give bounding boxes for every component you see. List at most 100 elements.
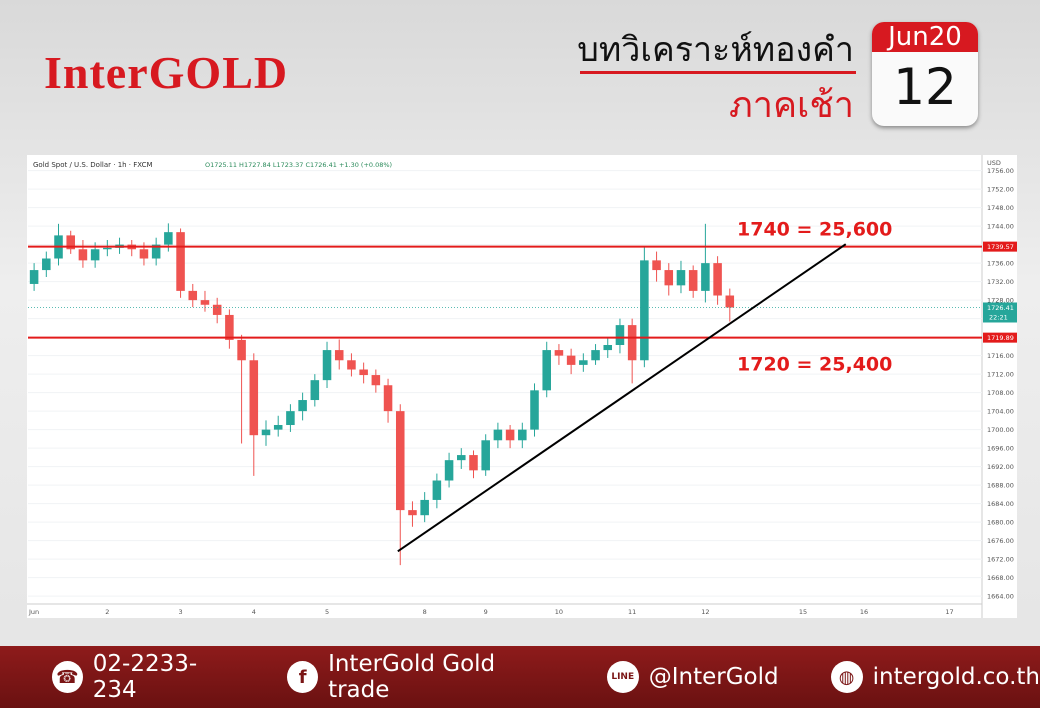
facebook: InterGold Gold trade <box>328 651 496 703</box>
brand: InterGOLD <box>44 47 289 98</box>
candle-body <box>176 232 185 291</box>
candle-body <box>273 425 283 430</box>
y-tick-label: 1704.00 <box>987 408 1014 416</box>
candle-body <box>615 325 625 345</box>
candle-body <box>383 385 393 412</box>
candle-body <box>408 510 417 516</box>
candle-body <box>627 325 637 361</box>
candle-body <box>579 360 588 365</box>
y-tick-label: 1668.00 <box>987 574 1014 582</box>
candle-body <box>395 411 405 511</box>
last-price-label: 1726.41 <box>987 304 1014 312</box>
candle-body <box>371 375 381 386</box>
y-tick-label: 1692.00 <box>987 463 1014 471</box>
candle-body <box>237 339 246 361</box>
icon: f <box>287 661 319 693</box>
candle-body <box>676 270 686 286</box>
candle-body <box>591 350 600 361</box>
candle-body <box>298 400 307 412</box>
currency: USD <box>987 159 1001 167</box>
candle-body <box>640 260 649 361</box>
candle-body <box>334 350 344 361</box>
level-annotation: 1720 = 25,400 <box>737 354 892 376</box>
x-tick-label: Jun <box>28 608 39 616</box>
level-annotation: 1740 = 25,600 <box>737 219 892 241</box>
candle-body <box>164 232 173 245</box>
x-tick-label: 15 <box>799 608 807 616</box>
y-tick-label: 1748.00 <box>987 204 1014 212</box>
candle-body <box>530 390 539 430</box>
x-tick-label: 3 <box>178 608 182 616</box>
candle-body <box>200 300 210 305</box>
footer-line: LINE @InterGold <box>606 661 779 693</box>
candle-body <box>603 345 613 351</box>
y-tick-label: 1708.00 <box>987 389 1014 397</box>
x-tick-label: 17 <box>945 608 953 616</box>
y-tick-label: 1712.00 <box>987 371 1014 379</box>
y-tick-label: 1752.00 <box>987 186 1014 194</box>
chart: Gold Spot / U.S. Dollar · 1h · FXCM O172… <box>27 155 1017 618</box>
y-tick-label: 1688.00 <box>987 482 1014 490</box>
level-label: 1739.57 <box>987 243 1014 251</box>
icon: ◍ <box>830 661 863 693</box>
candle-body <box>286 411 295 426</box>
y-tick-label: 1672.00 <box>987 556 1014 564</box>
x-tick-label: 12 <box>701 608 709 616</box>
last-price-box <box>983 302 1017 323</box>
countdown: 22:21 <box>989 313 1008 321</box>
candle-body <box>78 249 88 261</box>
trendline <box>397 243 847 553</box>
candle-body <box>542 350 551 391</box>
candle-body <box>66 235 75 250</box>
x-tick-label: 11 <box>628 608 636 616</box>
candle-body <box>42 258 51 271</box>
ohlc-summary: O1725.11 H1727.84 L1723.37 C1726.41 +1.3… <box>205 161 392 169</box>
y-tick-label: 1736.00 <box>987 260 1014 268</box>
x-tick-label: 2 <box>105 608 109 616</box>
y-tick-label: 1728.00 <box>987 297 1014 305</box>
underline <box>580 71 856 74</box>
y-tick-label: 1680.00 <box>987 519 1014 527</box>
icon: LINE <box>606 661 639 693</box>
calendar-day: 12 <box>893 58 957 116</box>
footer-phone: ☎ 02-2233-234 <box>52 651 235 703</box>
candle-body <box>261 429 271 436</box>
x-tick-label: 8 <box>423 608 427 616</box>
candle-body <box>457 455 466 461</box>
y-tick-label: 1732.00 <box>987 278 1014 286</box>
footer-facebook: f InterGold Gold trade <box>287 651 554 703</box>
title: บทวิเคราะห์ทองคำ <box>577 30 854 70</box>
y-tick-label: 1676.00 <box>987 537 1014 545</box>
candle-body <box>664 270 674 286</box>
candle-body <box>688 270 698 291</box>
level-box <box>983 332 1017 343</box>
candle-body <box>322 350 332 381</box>
website: intergold.co.th <box>872 664 1040 690</box>
candle-body <box>225 314 234 340</box>
y-tick-label: 1664.00 <box>987 593 1014 601</box>
line: @InterGold <box>648 664 779 690</box>
candle-body <box>518 429 527 441</box>
candle-body <box>90 249 100 261</box>
candle-body <box>493 429 503 441</box>
x-tick-label: 5 <box>325 608 329 616</box>
candle-body <box>566 355 576 365</box>
x-tick-label: 16 <box>860 608 868 616</box>
y-tick-label: 1716.00 <box>987 352 1014 360</box>
x-tick-label: 9 <box>484 608 488 616</box>
y-tick-label: 1756.00 <box>987 167 1014 175</box>
y-tick-label: 1744.00 <box>987 223 1014 231</box>
candle-body <box>188 290 198 301</box>
candle-body <box>505 429 515 441</box>
candle-body <box>359 369 368 376</box>
candle-body <box>29 270 39 284</box>
candle-body <box>151 244 161 259</box>
candle-body <box>652 260 661 271</box>
icon: ☎ <box>52 661 83 693</box>
candle-body <box>444 460 454 481</box>
candle-body <box>103 247 112 250</box>
candle-body <box>347 360 356 370</box>
candle-body <box>139 249 149 259</box>
chart-title: Gold Spot / U.S. Dollar · 1h · FXCM <box>33 161 153 169</box>
